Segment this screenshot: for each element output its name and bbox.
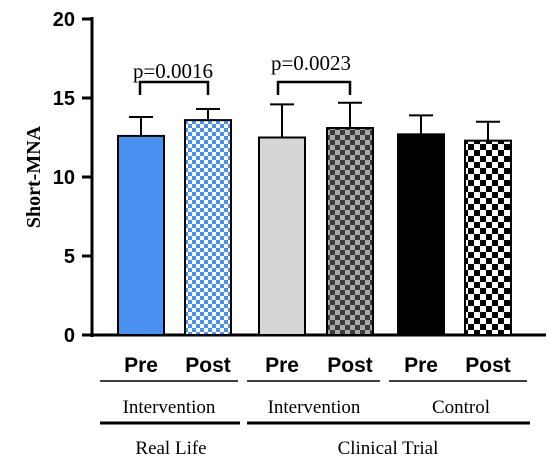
bar-1 — [184, 119, 232, 337]
x-tick-label-3: Post — [327, 354, 373, 377]
bars-group — [117, 101, 512, 337]
x-tick-label-5: Post — [465, 354, 511, 377]
bar-3 — [326, 127, 374, 336]
y-tick-label-0: 0 — [64, 325, 75, 347]
y-axis-label: Short-MNA — [23, 125, 45, 228]
p-value-clinical: p=0.0023 — [271, 51, 351, 75]
y-tick-label-5: 5 — [64, 246, 75, 268]
group-label-intervention-clinical: Intervention — [268, 397, 361, 418]
significance-bracket-real-life — [138, 80, 210, 95]
category-labels: Pre Post Pre Post Pre Post — [124, 354, 511, 377]
group-label-control: Control — [432, 397, 490, 418]
bar-4 — [397, 133, 445, 336]
y-tick-label-15: 15 — [53, 88, 75, 110]
y-tick-label-20: 20 — [53, 9, 75, 31]
x-tick-label-4: Pre — [404, 354, 438, 377]
group-label-intervention-real: Intervention — [123, 397, 216, 418]
p-value-real-life: p=0.0016 — [133, 59, 213, 83]
significance-bracket-clinical — [276, 80, 352, 95]
x-tick-label-0: Pre — [124, 354, 158, 377]
bar-5 — [464, 139, 512, 336]
bar-0 — [117, 134, 165, 336]
x-tick-label-2: Pre — [265, 354, 299, 377]
x-tick-label-1: Post — [185, 354, 231, 377]
y-tick-label-10: 10 — [53, 167, 75, 189]
study-label-real-life: Real Life — [135, 438, 206, 459]
study-label-clinical-trial: Clinical Trial — [338, 438, 439, 459]
bar-2 — [258, 136, 306, 336]
